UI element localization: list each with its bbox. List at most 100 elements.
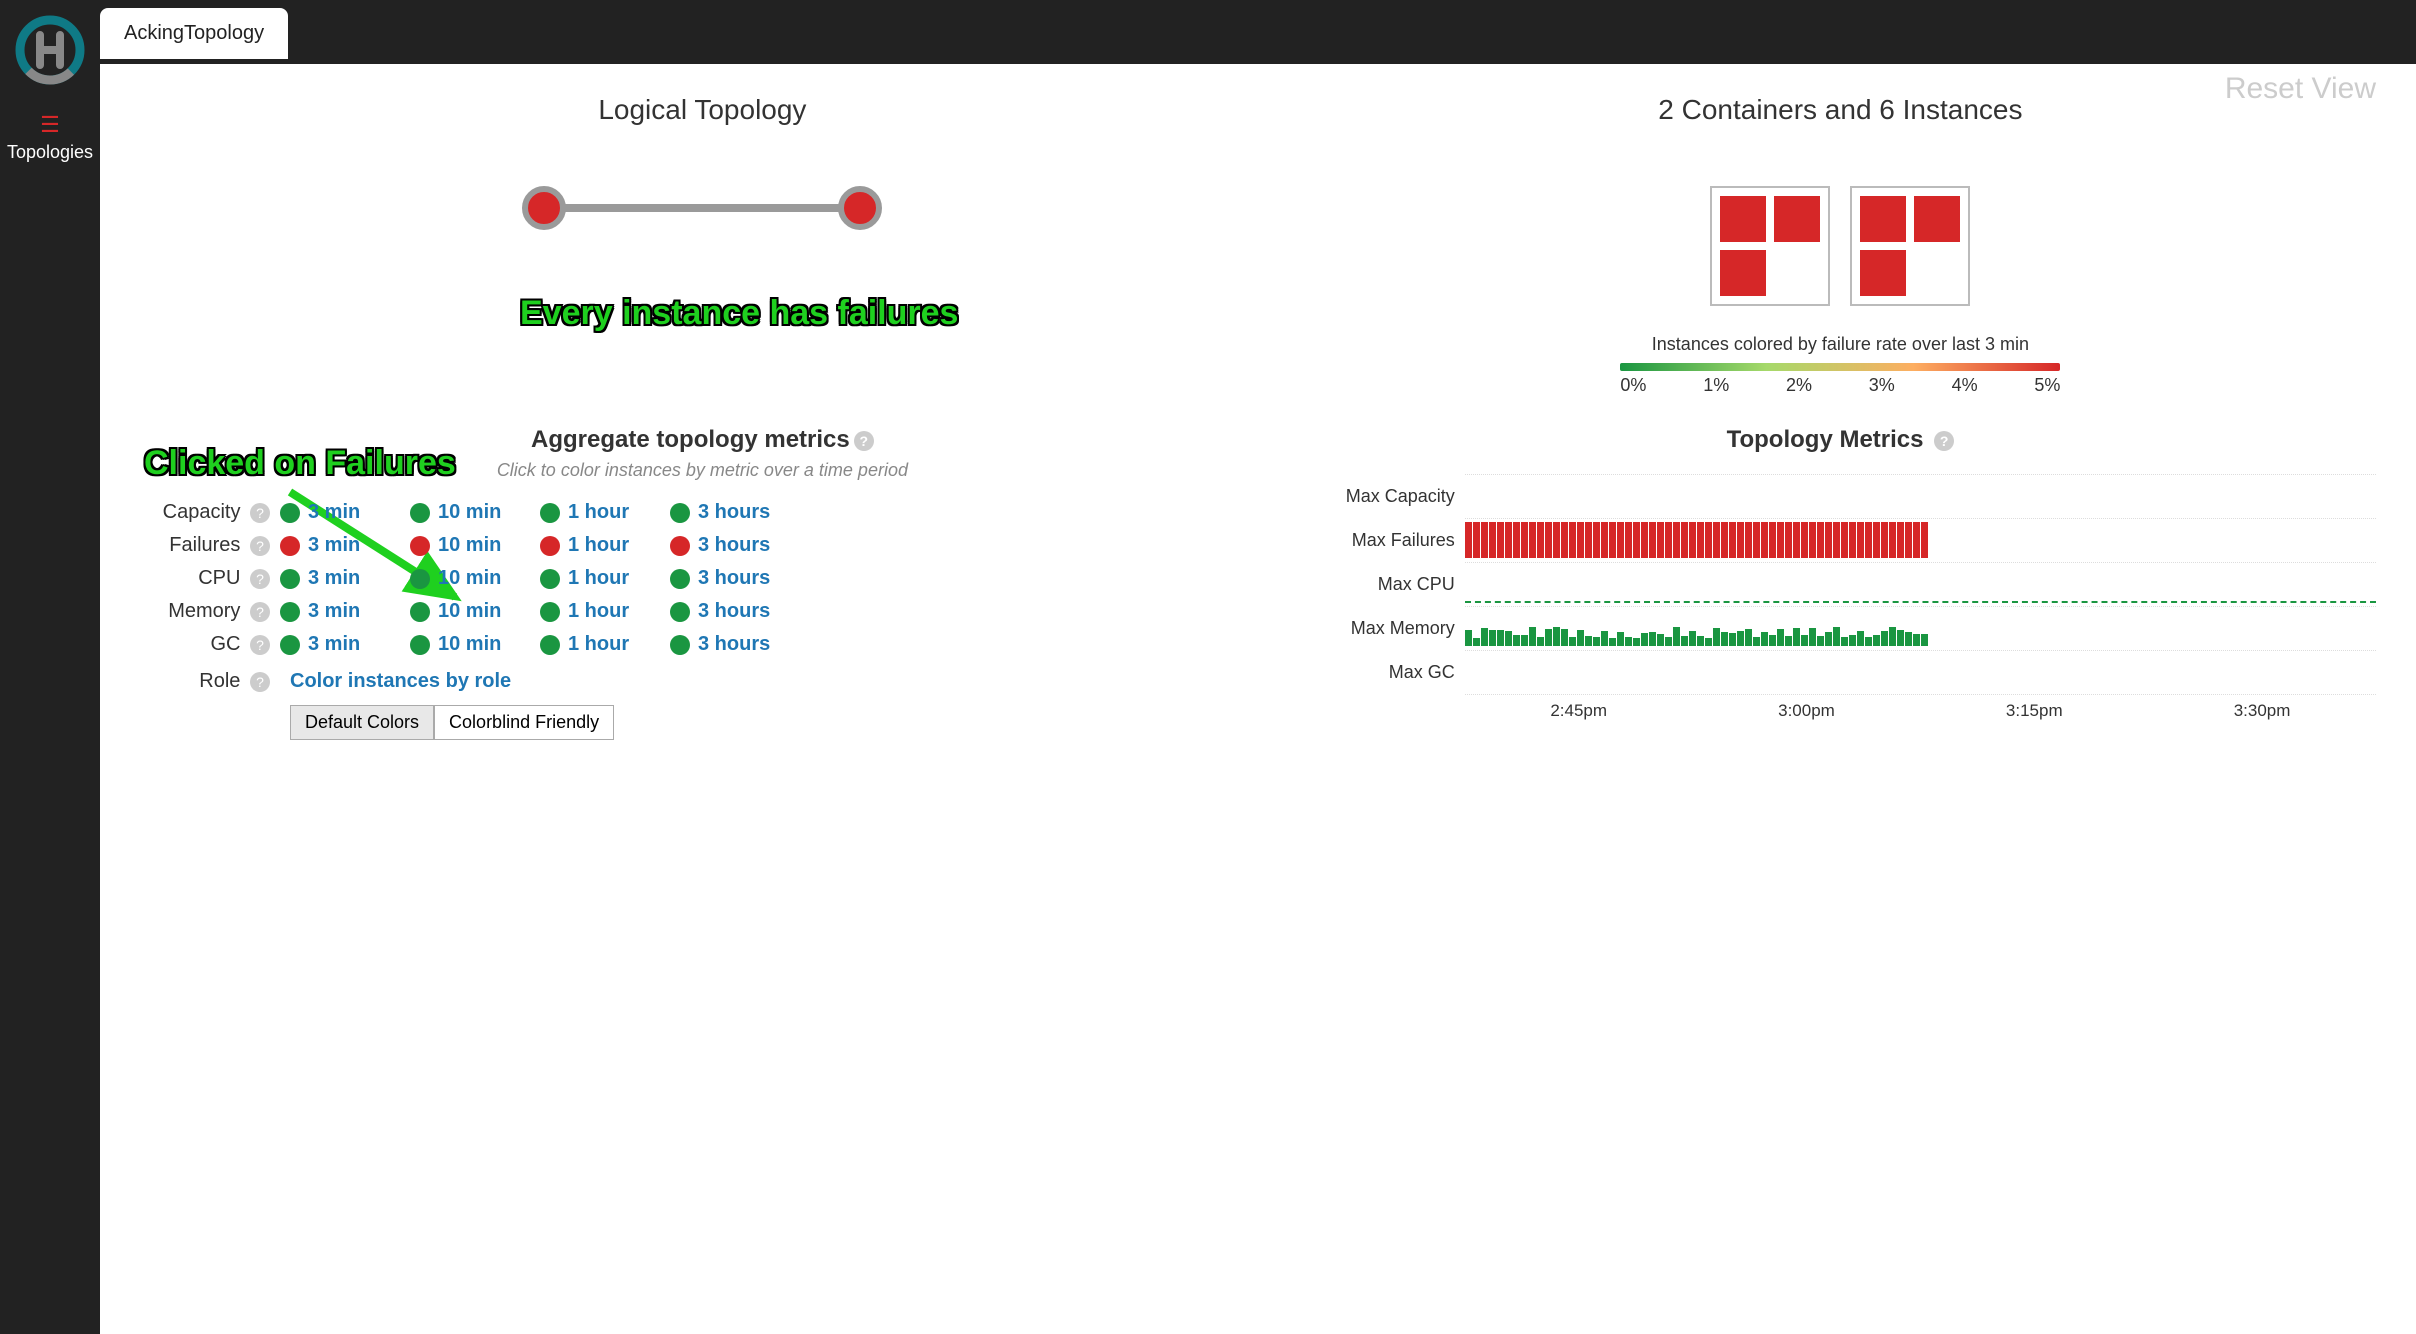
metric-bar <box>1641 633 1648 646</box>
metric-time-button[interactable]: 1 hour <box>540 501 670 524</box>
time-link[interactable]: 1 hour <box>568 633 629 656</box>
metric-time-button[interactable]: 3 hours <box>670 600 800 623</box>
metric-bar <box>1801 635 1808 646</box>
time-link[interactable]: 10 min <box>438 501 501 524</box>
metric-bar <box>1529 522 1536 558</box>
help-icon[interactable]: ? <box>250 569 270 589</box>
status-dot-icon <box>280 602 300 622</box>
metric-bar <box>1689 522 1696 558</box>
time-link[interactable]: 10 min <box>438 534 501 557</box>
metric-time-button[interactable]: 3 hours <box>670 633 800 656</box>
metric-time-button[interactable]: 3 min <box>280 567 410 590</box>
help-icon[interactable]: ? <box>250 536 270 556</box>
metric-time-button[interactable]: 1 hour <box>540 633 670 656</box>
color-scheme-button[interactable]: Colorblind Friendly <box>434 705 614 740</box>
topology-metrics-panel: Topology Metrics ? Max CapacityMax Failu… <box>1305 426 2376 740</box>
container-box[interactable] <box>1850 186 1970 306</box>
metric-row: Memory ?3 min10 min1 hour3 hours <box>140 600 1265 623</box>
time-link[interactable]: 3 hours <box>698 534 770 557</box>
time-link[interactable]: 1 hour <box>568 600 629 623</box>
time-link[interactable]: 10 min <box>438 600 501 623</box>
tm-row-label: Max CPU <box>1305 562 1465 606</box>
legend-tick: 0% <box>1620 375 1646 396</box>
metric-bar <box>1585 636 1592 646</box>
instance-square[interactable] <box>1720 250 1766 296</box>
metric-bar <box>1617 632 1624 646</box>
help-icon[interactable]: ? <box>250 635 270 655</box>
time-link[interactable]: 3 hours <box>698 633 770 656</box>
metric-bar <box>1921 634 1928 646</box>
metric-time-button[interactable]: 3 hours <box>670 567 800 590</box>
time-link[interactable]: 1 hour <box>568 567 629 590</box>
time-link[interactable]: 3 min <box>308 600 360 623</box>
time-link[interactable]: 3 min <box>308 633 360 656</box>
metric-bar <box>1497 522 1504 558</box>
metric-time-button[interactable]: 1 hour <box>540 534 670 557</box>
tm-row <box>1465 519 2376 563</box>
instance-square <box>1914 250 1960 296</box>
metric-time-button[interactable]: 10 min <box>410 600 540 623</box>
metric-time-button[interactable]: 3 hours <box>670 501 800 524</box>
status-dot-icon <box>540 503 560 523</box>
metric-time-button[interactable]: 3 hours <box>670 534 800 557</box>
legend-tick: 3% <box>1869 375 1895 396</box>
metric-time-button[interactable]: 3 min <box>280 600 410 623</box>
metric-time-button[interactable]: 1 hour <box>540 600 670 623</box>
status-dot-icon <box>280 635 300 655</box>
help-icon[interactable]: ? <box>250 672 270 692</box>
metric-bar <box>1745 522 1752 558</box>
metric-time-button[interactable]: 3 min <box>280 633 410 656</box>
topology-metrics-chart: Max CapacityMax FailuresMax CPUMax Memor… <box>1305 474 2376 695</box>
metric-bar <box>1633 522 1640 558</box>
instance-square[interactable] <box>1860 250 1906 296</box>
metric-bar <box>1881 631 1888 646</box>
topology-node[interactable] <box>522 186 566 230</box>
metric-bar <box>1801 522 1808 558</box>
metric-bar <box>1497 630 1504 646</box>
metric-time-button[interactable]: 10 min <box>410 567 540 590</box>
time-link[interactable]: 3 min <box>308 534 360 557</box>
containers-panel: 2 Containers and 6 Instances Instances c… <box>1305 94 2376 396</box>
time-link[interactable]: 1 hour <box>568 534 629 557</box>
metric-time-button[interactable]: 3 min <box>280 534 410 557</box>
help-icon[interactable]: ? <box>854 431 874 451</box>
time-link[interactable]: 3 hours <box>698 600 770 623</box>
active-tab[interactable]: AckingTopology <box>100 8 288 59</box>
color-scheme-button[interactable]: Default Colors <box>290 705 434 740</box>
metric-bar <box>1609 522 1616 558</box>
instance-square[interactable] <box>1914 196 1960 242</box>
time-link[interactable]: 10 min <box>438 633 501 656</box>
metric-bar <box>1865 637 1872 646</box>
metric-bar <box>1849 522 1856 558</box>
instance-square[interactable] <box>1720 196 1766 242</box>
sidebar-item-topologies[interactable]: Topologies <box>0 142 100 163</box>
hamburger-icon[interactable]: ☰ <box>0 112 100 138</box>
metric-bar <box>1561 522 1568 558</box>
metric-bar <box>1705 638 1712 646</box>
container-box[interactable] <box>1710 186 1830 306</box>
instance-square[interactable] <box>1860 196 1906 242</box>
time-link[interactable]: 10 min <box>438 567 501 590</box>
color-by-role-link[interactable]: Color instances by role <box>290 670 511 693</box>
time-link[interactable]: 1 hour <box>568 501 629 524</box>
metric-bar <box>1641 522 1648 558</box>
time-link[interactable]: 3 min <box>308 501 360 524</box>
topology-node[interactable] <box>838 186 882 230</box>
metric-time-button[interactable]: 3 min <box>280 501 410 524</box>
metric-time-button[interactable]: 10 min <box>410 501 540 524</box>
metric-time-button[interactable]: 1 hour <box>540 567 670 590</box>
role-row: Role ? Color instances by role <box>140 670 1265 693</box>
metric-bar <box>1777 522 1784 558</box>
metric-time-button[interactable]: 10 min <box>410 534 540 557</box>
time-link[interactable]: 3 hours <box>698 501 770 524</box>
instance-square[interactable] <box>1774 196 1820 242</box>
time-link[interactable]: 3 hours <box>698 567 770 590</box>
time-link[interactable]: 3 min <box>308 567 360 590</box>
legend-text: Instances colored by failure rate over l… <box>1305 334 2376 355</box>
metric-time-button[interactable]: 10 min <box>410 633 540 656</box>
metric-table: Capacity ?3 min10 min1 hour3 hoursFailur… <box>140 501 1265 656</box>
help-icon[interactable]: ? <box>1934 431 1954 451</box>
metric-bar <box>1737 522 1744 558</box>
help-icon[interactable]: ? <box>250 602 270 622</box>
help-icon[interactable]: ? <box>250 503 270 523</box>
